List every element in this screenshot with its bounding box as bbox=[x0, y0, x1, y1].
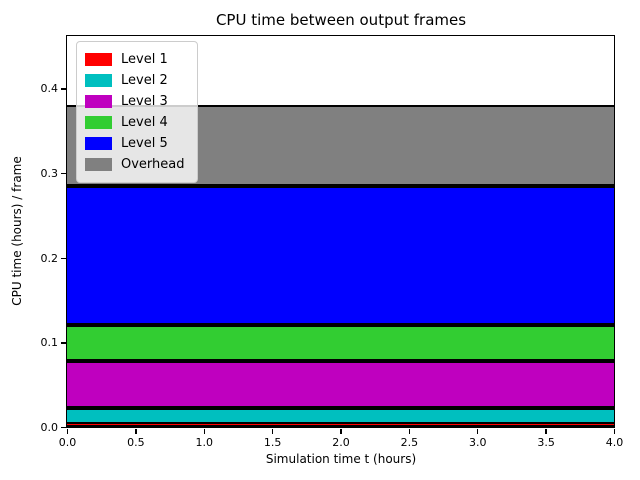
stack-band-level-5 bbox=[67, 185, 614, 326]
stack-band-level-3 bbox=[67, 361, 614, 409]
y-tick-label: 0.3 bbox=[40, 167, 59, 181]
x-tick bbox=[340, 429, 342, 434]
x-tick-label: 2.0 bbox=[332, 436, 350, 449]
x-tick-label: 0.5 bbox=[127, 436, 145, 449]
y-tick-label: 0.4 bbox=[40, 82, 59, 96]
y-tick bbox=[61, 257, 66, 259]
legend-label: Level 5 bbox=[121, 136, 168, 151]
x-tick bbox=[545, 429, 547, 434]
x-tick bbox=[66, 429, 69, 434]
x-tick bbox=[408, 429, 411, 434]
stack-band-level-4 bbox=[67, 325, 614, 361]
stack-band-level-1 bbox=[67, 421, 614, 427]
legend-label: Level 1 bbox=[121, 52, 168, 67]
x-tick bbox=[271, 429, 274, 434]
y-tick bbox=[61, 172, 66, 175]
legend-label: Level 4 bbox=[121, 115, 168, 130]
legend-label: Overhead bbox=[121, 157, 185, 172]
legend-label: Level 2 bbox=[121, 73, 168, 88]
y-tick-label: 0.1 bbox=[40, 336, 59, 350]
x-tick-label: 4.0 bbox=[605, 436, 624, 449]
legend: Level 1 Level 2 Level 3 Level 4 Level 5 Overh… bbox=[76, 41, 198, 183]
legend-row: Overhead bbox=[85, 154, 185, 175]
legend-row: Level 2 bbox=[85, 70, 185, 91]
legend-swatch-level-5 bbox=[85, 137, 112, 150]
legend-swatch-level-4 bbox=[85, 116, 112, 129]
x-tick-label: 1.5 bbox=[263, 436, 282, 449]
x-tick bbox=[135, 429, 137, 434]
chart-title: CPU time between output frames bbox=[215, 11, 467, 29]
x-tick bbox=[613, 429, 616, 434]
legend-row: Level 4 bbox=[85, 112, 185, 133]
legend-swatch-overhead bbox=[85, 158, 112, 171]
legend-label: Level 3 bbox=[121, 94, 168, 109]
x-tick bbox=[203, 429, 205, 434]
y-tick bbox=[61, 88, 66, 90]
legend-swatch-level-1 bbox=[85, 53, 112, 66]
x-tick-label: 2.5 bbox=[400, 436, 419, 449]
legend-swatch-level-3 bbox=[85, 95, 112, 108]
x-tick-label: 0.0 bbox=[58, 436, 77, 449]
legend-swatch-level-2 bbox=[85, 74, 112, 87]
x-tick bbox=[477, 429, 479, 434]
y-tick bbox=[61, 342, 66, 344]
x-tick-label: 1.0 bbox=[195, 436, 214, 449]
legend-row: Level 3 bbox=[85, 91, 185, 112]
y-axis-label: CPU time (hours) / frame bbox=[10, 156, 24, 306]
legend-row: Level 1 bbox=[85, 49, 185, 70]
x-tick-label: 3.5 bbox=[537, 436, 555, 449]
y-tick-label: 0.0 bbox=[40, 421, 59, 434]
y-tick bbox=[61, 426, 66, 429]
legend-row: Level 5 bbox=[85, 133, 185, 154]
y-tick-label: 0.2 bbox=[40, 251, 59, 265]
x-axis-label: Simulation time t (hours) bbox=[265, 452, 417, 466]
x-tick-label: 3.0 bbox=[469, 436, 487, 449]
